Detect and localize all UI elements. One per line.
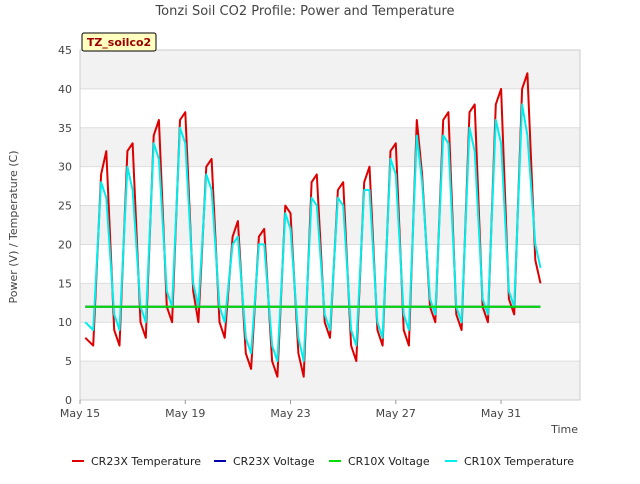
legend: CR23X Temperature CR23X Voltage CR10X Volt… [72, 455, 574, 468]
grid-band [80, 127, 580, 167]
y-tick-label: 25 [58, 200, 72, 213]
x-tick-label: May 19 [165, 407, 205, 420]
legend-label: CR10X Voltage [348, 455, 430, 468]
series-line-cr10x-temperature [84, 103, 542, 363]
y-tick-label: 10 [58, 316, 72, 329]
x-tick-label: May 23 [270, 407, 310, 420]
y-tick-label: 15 [58, 277, 72, 290]
annotation-box: TZ_soilco2 [81, 32, 157, 52]
grid-band [80, 361, 580, 400]
y-tick-label: 5 [65, 355, 72, 368]
chart-title: Tonzi Soil CO2 Profile: Power and Temper… [154, 4, 454, 19]
series-lines [84, 72, 542, 378]
x-axis-ticks: May 15 May 19 May 23 May 27 May 31 [60, 400, 521, 420]
y-tick-label: 40 [58, 83, 72, 96]
legend-label: CR23X Temperature [91, 455, 201, 468]
y-tick-label: 20 [58, 238, 72, 251]
annotation-label: TZ_soilco2 [87, 36, 151, 49]
grid-band [80, 244, 580, 284]
y-tick-label: 35 [58, 122, 72, 135]
x-tick-label: May 31 [481, 407, 521, 420]
legend-label: CR23X Voltage [233, 455, 315, 468]
y-tick-label: 45 [58, 44, 72, 57]
x-tick-label: May 15 [60, 407, 100, 420]
y-axis-ticks: 0 5 10 15 20 25 30 35 40 45 [58, 44, 72, 407]
grid-band [80, 88, 580, 128]
y-axis-label: Power (V) / Temperature (C) [7, 150, 20, 303]
y-tick-label: 30 [58, 161, 72, 174]
x-axis-label: Time [550, 423, 578, 436]
x-tick-label: May 27 [376, 407, 416, 420]
plot-frame [79, 49, 581, 401]
y-tick-label: 0 [65, 394, 72, 407]
legend-label: CR10X Temperature [464, 455, 574, 468]
grid-band [80, 50, 580, 89]
grid-band [80, 166, 580, 206]
